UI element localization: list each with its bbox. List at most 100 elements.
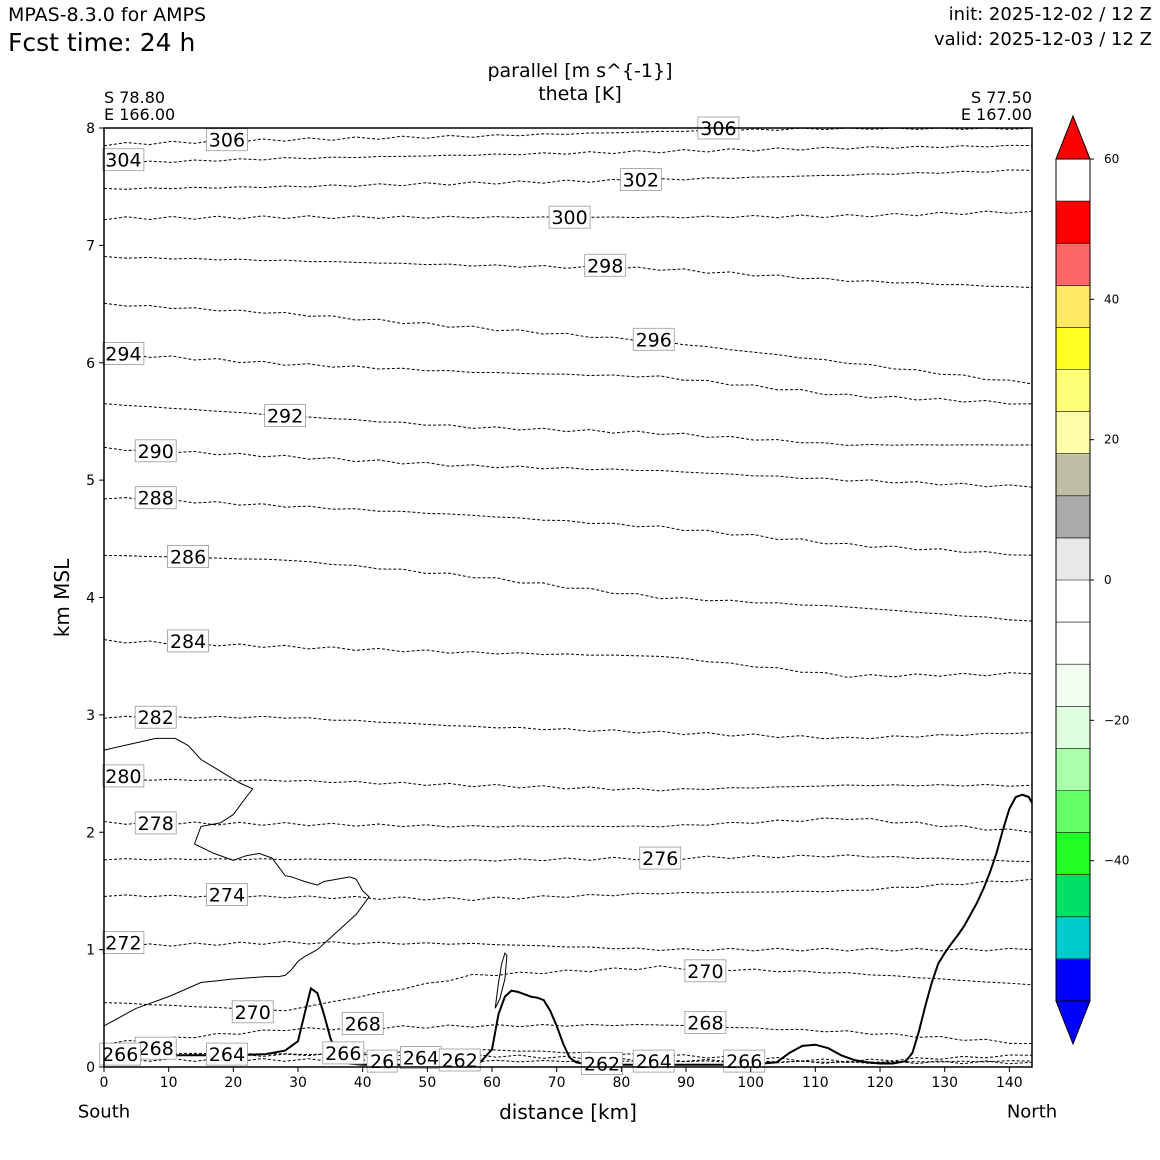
isentrope-266 <box>103 1048 1033 1063</box>
x-tick-label: 50 <box>418 1075 436 1091</box>
colorbar-tick-label: −20 <box>1104 713 1129 727</box>
contour-label-264: 264 <box>632 1049 675 1073</box>
isentrope-272 <box>103 940 1033 952</box>
x-axis-label: distance [km] <box>499 1100 637 1124</box>
colorbar-segment <box>1056 453 1090 497</box>
north-label: North <box>1006 1101 1058 1123</box>
svg-text:278: 278 <box>138 813 174 835</box>
svg-text:282: 282 <box>138 707 174 729</box>
contour-label-264: 264 <box>205 1042 248 1066</box>
svg-text:268: 268 <box>687 1012 723 1034</box>
isentrope-278 <box>103 817 1033 833</box>
model-title: MPAS-8.3.0 for AMPS <box>8 4 207 26</box>
svg-text:262: 262 <box>442 1050 478 1072</box>
svg-text:266: 266 <box>102 1044 138 1066</box>
colorbar-tick-label: 20 <box>1104 433 1119 447</box>
contour-label-266: 266 <box>322 1041 365 1065</box>
svg-text:264: 264 <box>636 1051 672 1073</box>
y-tick-label: 2 <box>86 825 95 841</box>
chart-subtitle: theta [K] <box>538 83 622 105</box>
isentrope-298 <box>103 256 1033 289</box>
isentrope-304 <box>103 144 1033 165</box>
svg-text:302: 302 <box>623 170 659 192</box>
svg-text:306: 306 <box>209 130 245 152</box>
start-longitude: E 166.00 <box>104 105 176 124</box>
terrain-line <box>103 793 1033 1066</box>
south-label: South <box>77 1101 131 1123</box>
contour-label-284: 284 <box>167 629 210 653</box>
svg-text:274: 274 <box>209 885 245 907</box>
valid-time: valid: 2025-12-03 / 12 Z <box>934 29 1152 50</box>
contour-label-304: 304 <box>102 148 145 172</box>
wind-contour-1 <box>103 737 370 1027</box>
contour-label-292: 292 <box>264 404 307 428</box>
colorbar-segment <box>1056 622 1090 665</box>
svg-text:300: 300 <box>551 207 587 229</box>
svg-text:266: 266 <box>325 1043 361 1065</box>
forecast-time: Fcst time: 24 h <box>8 28 196 57</box>
isentrope-layer <box>103 127 1033 1065</box>
colorbar-segment <box>1056 243 1090 286</box>
svg-text:294: 294 <box>105 343 141 365</box>
x-tick-label: 140 <box>996 1075 1023 1091</box>
isentrope-290 <box>103 446 1033 488</box>
colorbar-extend-max <box>1055 114 1091 160</box>
contour-label-282: 282 <box>134 705 177 729</box>
end-latitude: S 77.50 <box>970 88 1032 107</box>
colorbar-segment <box>1056 748 1090 791</box>
y-tick-label: 3 <box>86 708 95 724</box>
wind-contour-layer <box>103 737 508 1027</box>
contour-label-270: 270 <box>684 959 727 983</box>
svg-text:298: 298 <box>587 255 623 277</box>
x-tick-label: 130 <box>931 1075 958 1091</box>
x-tick-label: 10 <box>160 1075 178 1091</box>
svg-text:266: 266 <box>726 1051 762 1073</box>
x-tick-label: 20 <box>224 1075 242 1091</box>
end-longitude: E 167.00 <box>960 105 1032 124</box>
svg-text:272: 272 <box>105 933 141 955</box>
y-tick-label: 7 <box>86 238 95 254</box>
svg-text:270: 270 <box>235 1002 271 1024</box>
y-tick-label: 1 <box>86 943 95 959</box>
x-tick-label: 110 <box>802 1075 829 1091</box>
contour-label-268: 268 <box>684 1011 727 1034</box>
svg-text:264: 264 <box>403 1048 439 1070</box>
isentrope-282 <box>103 715 1033 740</box>
contour-label-290: 290 <box>134 439 177 463</box>
contour-label-276: 276 <box>639 846 682 870</box>
colorbar-segment <box>1056 495 1090 539</box>
x-tick-label: 60 <box>483 1075 501 1091</box>
isentrope-294 <box>103 352 1033 405</box>
colorbar-segment <box>1056 916 1090 960</box>
contour-label-298: 298 <box>584 253 627 277</box>
x-tick-label: 40 <box>354 1075 372 1091</box>
svg-text:284: 284 <box>170 631 206 653</box>
svg-text:270: 270 <box>687 961 723 983</box>
x-tick-label: 120 <box>867 1075 894 1091</box>
isentrope-300 <box>103 210 1033 221</box>
x-tick-label: 30 <box>289 1075 307 1091</box>
colorbar-segment <box>1056 580 1090 623</box>
colorbar-segment <box>1056 664 1090 707</box>
svg-text:288: 288 <box>138 488 174 510</box>
contour-label-294: 294 <box>102 341 145 365</box>
contour-label-266: 266 <box>723 1049 766 1073</box>
svg-text:262: 262 <box>584 1054 620 1076</box>
start-latitude: S 78.80 <box>104 88 166 107</box>
colorbar: 60 40 20 0 −20 −40 <box>1055 114 1129 1046</box>
svg-text:280: 280 <box>105 766 141 788</box>
colorbar-segment <box>1056 958 1090 1002</box>
y-tick-label: 5 <box>86 473 95 489</box>
colorbar-segment <box>1056 706 1090 749</box>
y-tick-label: 4 <box>86 591 95 607</box>
x-tick-label: 70 <box>548 1075 566 1091</box>
y-tick-label: 8 <box>86 121 95 137</box>
contour-label-306: 306 <box>205 128 248 152</box>
contour-label-262: 262 <box>438 1048 481 1072</box>
svg-text:268: 268 <box>138 1038 174 1060</box>
x-tick-label: 100 <box>737 1075 764 1091</box>
plot-frame <box>103 127 1033 1068</box>
svg-text:286: 286 <box>170 546 206 568</box>
contour-label-270: 270 <box>231 1000 274 1024</box>
colorbar-segment <box>1056 537 1090 581</box>
